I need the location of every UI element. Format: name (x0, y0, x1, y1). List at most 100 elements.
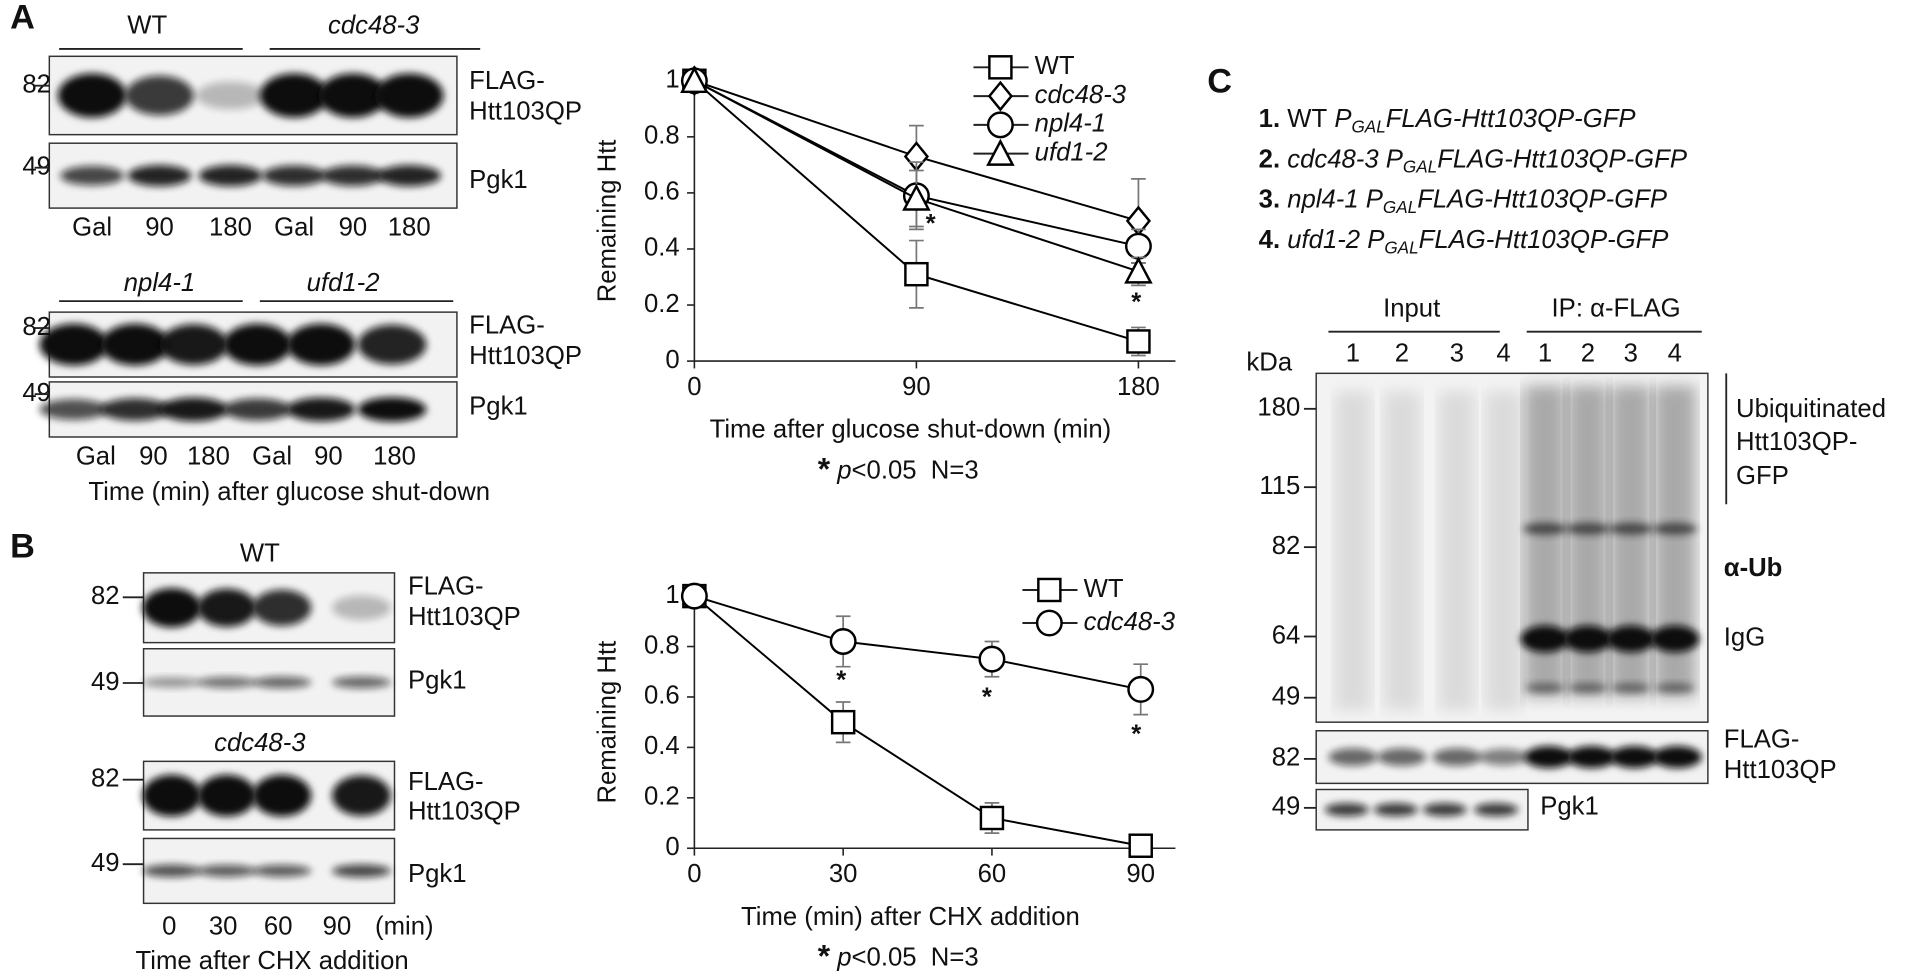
note-star: * (818, 938, 831, 974)
band (332, 676, 391, 689)
band (252, 864, 312, 877)
construct-legend: 4. ufd1-2 PGALFLAG-Htt103QP-GFP (1259, 226, 1669, 257)
protein-label: FLAG- (469, 67, 545, 95)
band (1478, 748, 1528, 766)
space (1327, 105, 1334, 133)
smear (1485, 391, 1522, 710)
note-rest: <0.05 N=3 (852, 943, 979, 971)
protein-label: Pgk1 (469, 392, 528, 420)
lane-label: 60 (264, 913, 293, 941)
protein-label: Htt103QP (408, 603, 521, 631)
band (1563, 625, 1613, 653)
marker (829, 628, 857, 655)
space (830, 456, 837, 484)
marker-size: 49 (1272, 682, 1301, 710)
band (39, 399, 109, 420)
lane-label: 2 (1581, 340, 1595, 368)
y-tick-label: 0.2 (644, 783, 680, 811)
lane-label: Gal (274, 214, 314, 242)
band (377, 165, 442, 187)
lane-label: Gal (76, 443, 116, 471)
antibody-label: α-Ub (1724, 554, 1783, 582)
protein-label: Pgk1 (408, 860, 467, 888)
marker (979, 805, 1005, 831)
lane-label: 1 (1538, 340, 1552, 368)
marker (680, 582, 708, 610)
note-rest: <0.05 N=3 (852, 456, 979, 484)
band (57, 73, 127, 118)
strain: ufd1-2 (1287, 226, 1360, 254)
promoter-sub: GAL (1383, 197, 1417, 217)
band (252, 589, 312, 626)
significance-note: * p<0.05 N=3 (818, 938, 979, 974)
significance-star: * (982, 684, 992, 712)
strain-label: npl4-1 (124, 269, 195, 297)
marker (680, 65, 709, 94)
promoter-sub: GAL (1403, 156, 1437, 176)
axis-label: Time (min) after glucose shut-down (88, 478, 490, 506)
space (1360, 226, 1367, 254)
band (374, 73, 444, 118)
x-axis-label: Time (min) after CHX addition (741, 903, 1080, 931)
smear (1383, 391, 1421, 710)
legend-number: 1. (1259, 105, 1280, 133)
legend-label: cdc48-3 (1035, 81, 1127, 109)
band (100, 323, 170, 366)
promoter: P (1386, 145, 1403, 173)
legend-number: 3. (1259, 186, 1280, 214)
band (1565, 522, 1610, 535)
lane-label: 90 (139, 443, 168, 471)
lane-label: 2 (1395, 340, 1409, 368)
note-p: p (836, 943, 851, 971)
protein-label: FLAG- (1724, 725, 1800, 753)
y-tick-label: 0 (665, 346, 679, 374)
marker-size: 180 (1257, 394, 1300, 422)
marker-size: 82 (22, 70, 51, 98)
lane-label: 90 (145, 214, 174, 242)
x-tick-label: 60 (978, 860, 1007, 888)
marker-size: 49 (22, 379, 51, 407)
lane-label: 180 (388, 214, 431, 242)
legend-label: WT (1084, 575, 1124, 603)
marker (1126, 329, 1151, 354)
band (357, 324, 427, 365)
band (1650, 625, 1700, 653)
band (159, 397, 229, 422)
space (1379, 145, 1386, 173)
protein-label: Pgk1 (1540, 793, 1599, 821)
protein-label: Pgk1 (469, 166, 528, 194)
band (197, 588, 257, 627)
legend-label: WT (1035, 52, 1075, 80)
y-axis-label: Remaining Htt (593, 641, 621, 804)
band (318, 73, 388, 118)
marker (1127, 675, 1155, 703)
igg-label: IgG (1724, 624, 1765, 652)
significance-star: * (926, 210, 936, 238)
smear (1438, 391, 1476, 710)
marker-size: 115 (1259, 472, 1300, 500)
lane-label: 1 (1346, 340, 1360, 368)
band (1523, 522, 1568, 535)
space (1280, 105, 1287, 133)
ub-label: GFP (1736, 462, 1789, 490)
construct: FLAG-Htt103QP-GFP (1417, 186, 1667, 214)
significance-star: * (836, 667, 846, 695)
lane-label: 180 (187, 443, 230, 471)
lane-label: 180 (209, 214, 252, 242)
smear (1334, 391, 1372, 710)
band (223, 398, 292, 421)
x-axis-label: Time after glucose shut-down (min) (710, 416, 1112, 444)
band (1373, 803, 1418, 817)
marker-size: 82 (1272, 744, 1301, 772)
marker (902, 183, 931, 211)
marker (978, 645, 1006, 673)
marker-size: 82 (22, 313, 51, 341)
marker (830, 709, 856, 735)
y-tick-label: 1 (665, 581, 679, 609)
legend-number: 2. (1259, 145, 1280, 173)
series-line (693, 595, 1141, 847)
promoter: P (1334, 105, 1351, 133)
space (1280, 226, 1287, 254)
protein-label: FLAG- (408, 768, 484, 796)
